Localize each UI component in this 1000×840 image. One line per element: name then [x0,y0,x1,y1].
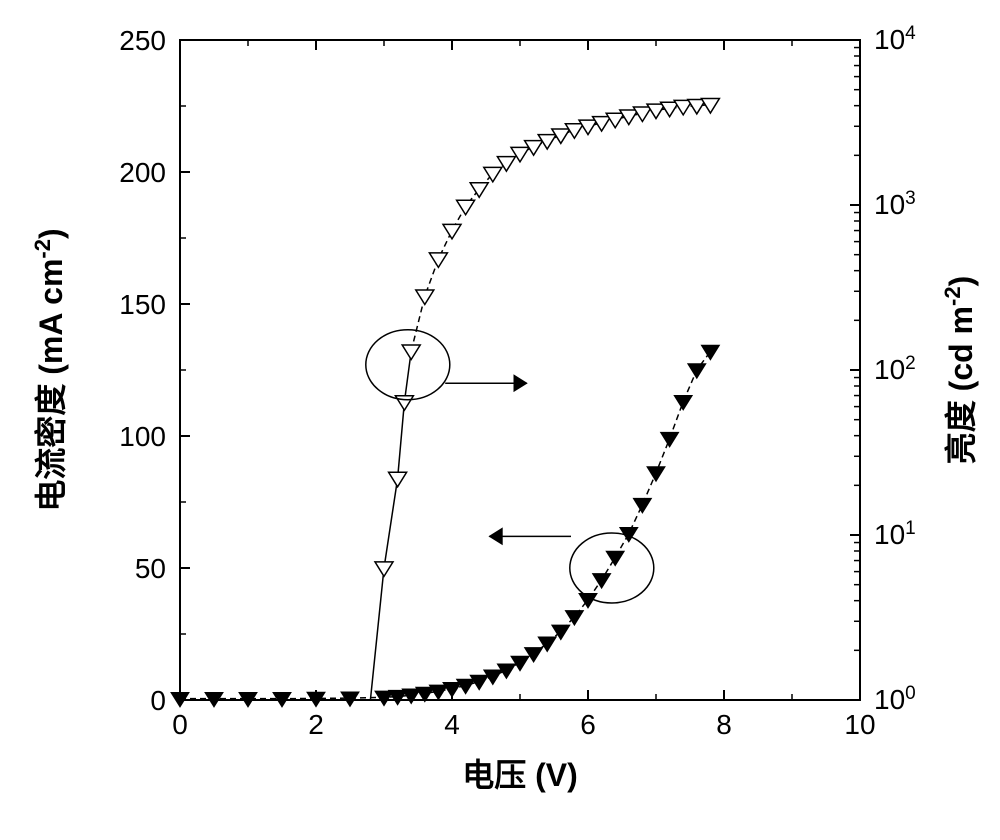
annotation-circle [570,533,654,603]
svg-text:103: 103 [874,188,916,221]
current-line [180,352,710,699]
svg-text:100: 100 [119,421,166,452]
annotation-circle [366,330,450,400]
svg-text:100: 100 [874,683,916,716]
svg-text:250: 250 [119,25,166,56]
svg-text:0: 0 [172,709,188,740]
y-left-axis-label: 电流密度 (mA cm-2) [30,228,70,511]
y-right-axis-label: 亮度 (cd m-2) [940,276,980,464]
svg-text:102: 102 [874,353,916,386]
svg-text:6: 6 [580,709,596,740]
svg-text:4: 4 [444,709,460,740]
svg-text:10: 10 [844,709,875,740]
x-axis-label: 电压 (V) [462,757,578,793]
chart-container: 0246810050100150200250100101102103104电压 … [0,0,1000,840]
svg-text:0: 0 [150,685,166,716]
svg-text:101: 101 [874,518,916,551]
luminance-line [180,351,411,700]
plot-frame [180,40,860,700]
chart-svg: 0246810050100150200250100101102103104电压 … [0,0,1000,840]
svg-text:104: 104 [874,23,916,56]
svg-text:2: 2 [308,709,324,740]
svg-text:150: 150 [119,289,166,320]
svg-text:50: 50 [135,553,166,584]
svg-text:200: 200 [119,157,166,188]
svg-text:8: 8 [716,709,732,740]
